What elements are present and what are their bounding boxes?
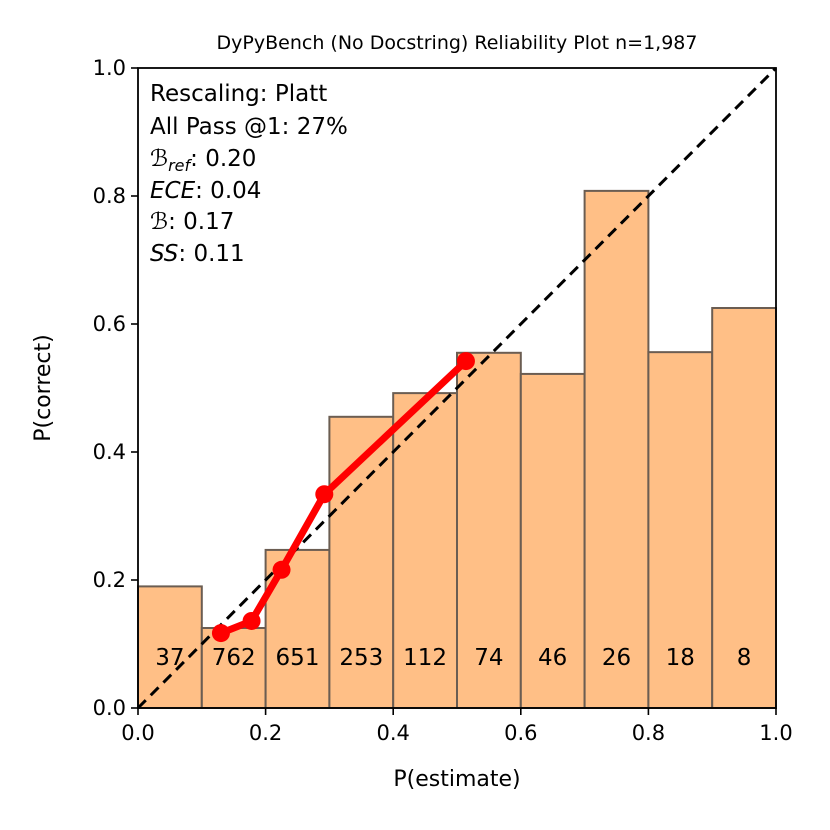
- annotation-ece: ECE: 0.04: [150, 178, 261, 204]
- calibration-curve-group: [211, 352, 475, 643]
- count-label-5: 74: [474, 645, 503, 671]
- calibration-point-1: [242, 611, 261, 630]
- count-label-6: 46: [538, 645, 567, 671]
- annotation-skill-score: SS: 0.11: [150, 241, 245, 267]
- annotation-brier: ℬ: 0.17: [150, 209, 234, 235]
- ss-value: : 0.11: [178, 241, 244, 267]
- perfect-calibration-diagonal: [136, 66, 778, 710]
- calibration-point-4: [456, 352, 475, 371]
- annotation-pass-at-1: All Pass @1: 27%: [150, 114, 348, 140]
- count-label-1: 762: [212, 645, 256, 671]
- count-label-4: 112: [403, 645, 447, 671]
- bar-bin-1: [200, 627, 267, 709]
- ticks-group: 0.0 0.2 0.4 0.6 0.8 1.0 0.0 0.2 0.4 0.6 0.8 1.0: [93, 56, 793, 745]
- count-label-7: 26: [602, 645, 631, 671]
- annotation-box: Rescaling: Platt All Pass @1: 27% ℬref: …: [150, 81, 348, 267]
- x-tick-label-5: 1.0: [759, 721, 792, 745]
- bar-bin-5: [456, 351, 522, 709]
- y-tick-label-0: 0.0: [93, 696, 126, 720]
- plot-frame: [137, 67, 777, 709]
- x-tick-label-0: 0.0: [121, 721, 154, 745]
- bars-group: [137, 189, 778, 710]
- y-tick-label-2: 0.4: [93, 440, 126, 464]
- y-tick-label-5: 1.0: [93, 56, 126, 80]
- x-tick-label-2: 0.4: [376, 721, 409, 745]
- bar-bin-7: [583, 189, 650, 709]
- annotation-rescaling: Rescaling: Platt: [150, 81, 327, 107]
- y-tick-label-3: 0.6: [93, 312, 126, 336]
- ss-symbol: SS: [150, 241, 178, 267]
- calibration-point-0: [211, 624, 230, 643]
- calibration-point-2: [272, 560, 291, 579]
- count-label-9: 8: [737, 645, 752, 671]
- brier-ref-subscript: ref: [168, 156, 192, 175]
- y-tick-label-4: 0.8: [93, 184, 126, 208]
- x-tick-label-3: 0.6: [504, 721, 537, 745]
- chart-title: DyPyBench (No Docstring) Reliability Plo…: [217, 32, 698, 54]
- calibration-point-3: [315, 485, 334, 504]
- ece-value: : 0.04: [195, 178, 261, 204]
- count-label-3: 253: [339, 645, 383, 671]
- brier-value: : 0.17: [168, 209, 234, 235]
- y-tick-label-1: 0.2: [93, 568, 126, 592]
- count-label-8: 18: [666, 645, 695, 671]
- x-tick-label-4: 0.8: [632, 721, 665, 745]
- x-axis-label: P(estimate): [393, 767, 520, 792]
- annotation-brier-ref: ℬref: 0.20: [150, 146, 256, 175]
- count-labels-group: 37 762 651 253 112 74 46 26 18 8: [155, 645, 751, 671]
- brier-ref-value: : 0.20: [190, 146, 256, 172]
- y-axis-label: P(correct): [31, 334, 56, 441]
- bar-bin-9: [711, 307, 778, 709]
- brier-ref-symbol: ℬ: [150, 146, 168, 172]
- brier-symbol: ℬ: [150, 209, 168, 235]
- x-tick-label-1: 0.2: [249, 721, 282, 745]
- ece-symbol: ECE: [150, 178, 196, 204]
- count-label-2: 651: [276, 645, 320, 671]
